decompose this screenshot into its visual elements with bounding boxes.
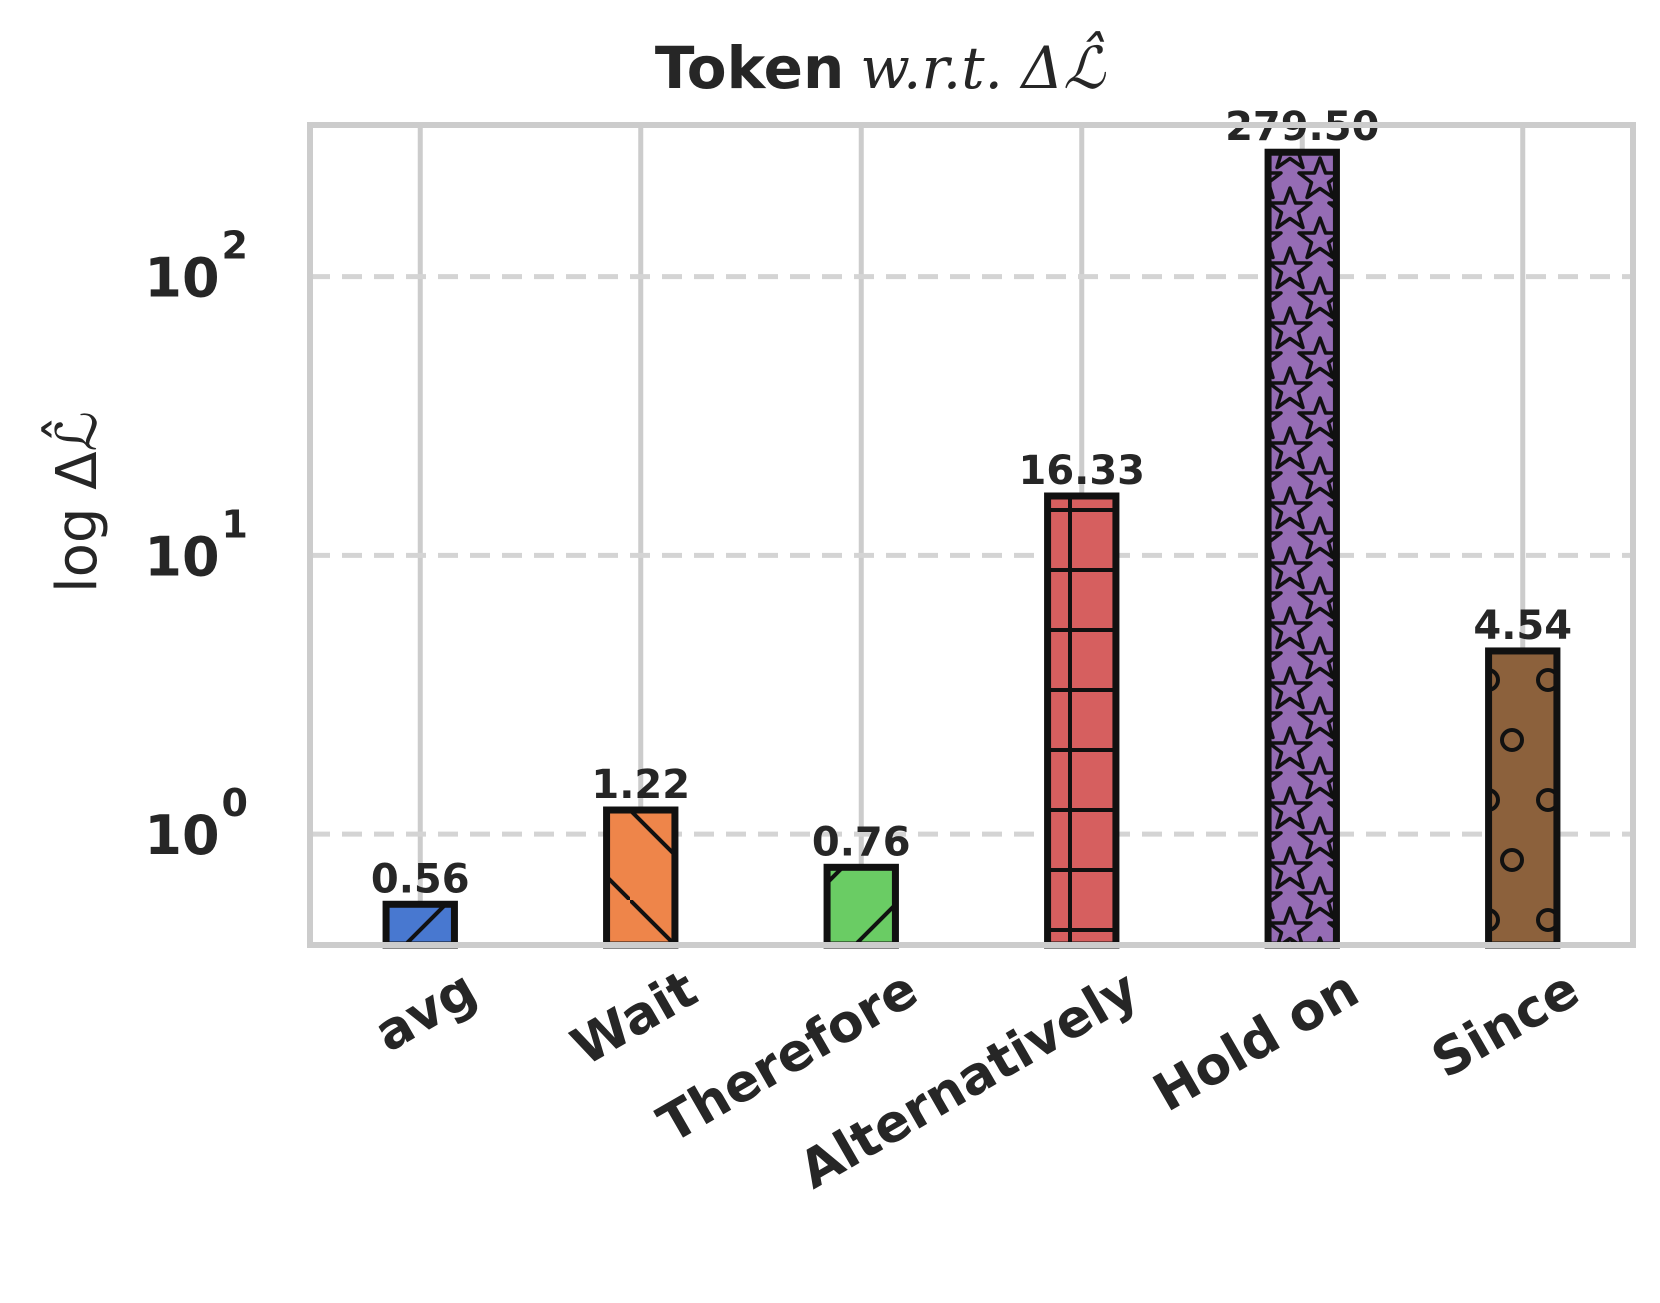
bar-value-label: 1.22 — [591, 762, 690, 808]
bar-value-label: 0.56 — [371, 856, 470, 902]
bar-value-label: 0.76 — [812, 819, 911, 865]
bar-since — [1485, 647, 1561, 949]
chart-title: Token w.r.t. Δℒ̂ — [655, 30, 1106, 102]
bar-avg — [382, 900, 458, 949]
bar-therefore — [823, 863, 899, 949]
bar-hatch — [386, 904, 455, 945]
y-tick-base: 10 — [144, 247, 219, 310]
y-tick-exponent: 0 — [222, 781, 248, 825]
y-axis-label: log Δℒ̂ — [42, 411, 110, 593]
bar-alternatively — [1044, 492, 1120, 949]
y-tick-exponent: 1 — [222, 502, 248, 546]
y-tick-base: 10 — [144, 525, 219, 588]
bar-hatch — [1488, 650, 1557, 945]
chart-title-prefix: Token — [655, 34, 844, 102]
plot-frame — [307, 122, 1636, 948]
y-tick-base: 10 — [144, 804, 219, 867]
x-tick-label: Wait — [562, 959, 707, 1078]
bar-hatch — [827, 867, 896, 945]
x-tick-label: avg — [365, 959, 487, 1064]
chart-title-math: w.r.t. Δℒ̂ — [860, 30, 1106, 102]
bar-hatch — [1268, 152, 1337, 945]
x-tick-label: Since — [1422, 959, 1589, 1090]
y-tick-label: 102 — [144, 224, 248, 310]
bar-wait — [603, 806, 679, 949]
bar-hatch — [1047, 496, 1116, 945]
bar-value-label: 16.33 — [1018, 448, 1145, 494]
bar-hold-on — [1264, 148, 1340, 949]
x-tick-label: Hold on — [1144, 959, 1369, 1124]
y-tick-label: 100 — [144, 781, 248, 867]
y-tick-label: 101 — [144, 502, 248, 588]
bar-hatch — [606, 810, 675, 945]
plot-area: 1001011020.56avg1.22Wait0.76Therefore16.… — [144, 104, 1636, 1201]
y-tick-exponent: 2 — [222, 224, 248, 268]
bar-value-label: 4.54 — [1473, 603, 1572, 649]
plot-background — [310, 125, 1633, 945]
